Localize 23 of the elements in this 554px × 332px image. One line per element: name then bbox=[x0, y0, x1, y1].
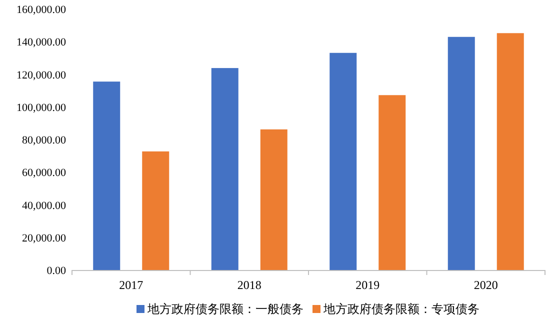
y-tick-label: 80,000.00 bbox=[22, 134, 66, 146]
y-tick-label: 160,000.00 bbox=[16, 4, 66, 16]
y-tick-label: 60,000.00 bbox=[22, 167, 66, 180]
bar bbox=[211, 68, 238, 270]
bar bbox=[142, 151, 170, 270]
y-tick-label: 20,000.00 bbox=[22, 232, 66, 244]
bar bbox=[93, 82, 120, 270]
y-tick-label: 0.00 bbox=[46, 265, 66, 277]
x-tick-label: 2018 bbox=[237, 278, 262, 292]
y-tick-label: 120,000.00 bbox=[16, 69, 66, 82]
y-tick-label: 100,000.00 bbox=[16, 102, 66, 114]
legend-label: 地方政府债务限额：一般债务 bbox=[146, 302, 304, 316]
x-tick-label: 2017 bbox=[119, 278, 144, 292]
x-tick-label: 2020 bbox=[474, 278, 498, 292]
y-tick-label: 40,000.00 bbox=[22, 200, 66, 212]
bar bbox=[330, 52, 357, 270]
legend-label: 地方政府债务限额：专项债务 bbox=[322, 302, 480, 316]
bar bbox=[496, 33, 524, 270]
y-tick-label: 140,000.00 bbox=[16, 36, 66, 49]
bar bbox=[378, 95, 406, 270]
bar bbox=[260, 129, 288, 270]
bar bbox=[448, 36, 475, 270]
x-tick-label: 2019 bbox=[356, 278, 380, 292]
